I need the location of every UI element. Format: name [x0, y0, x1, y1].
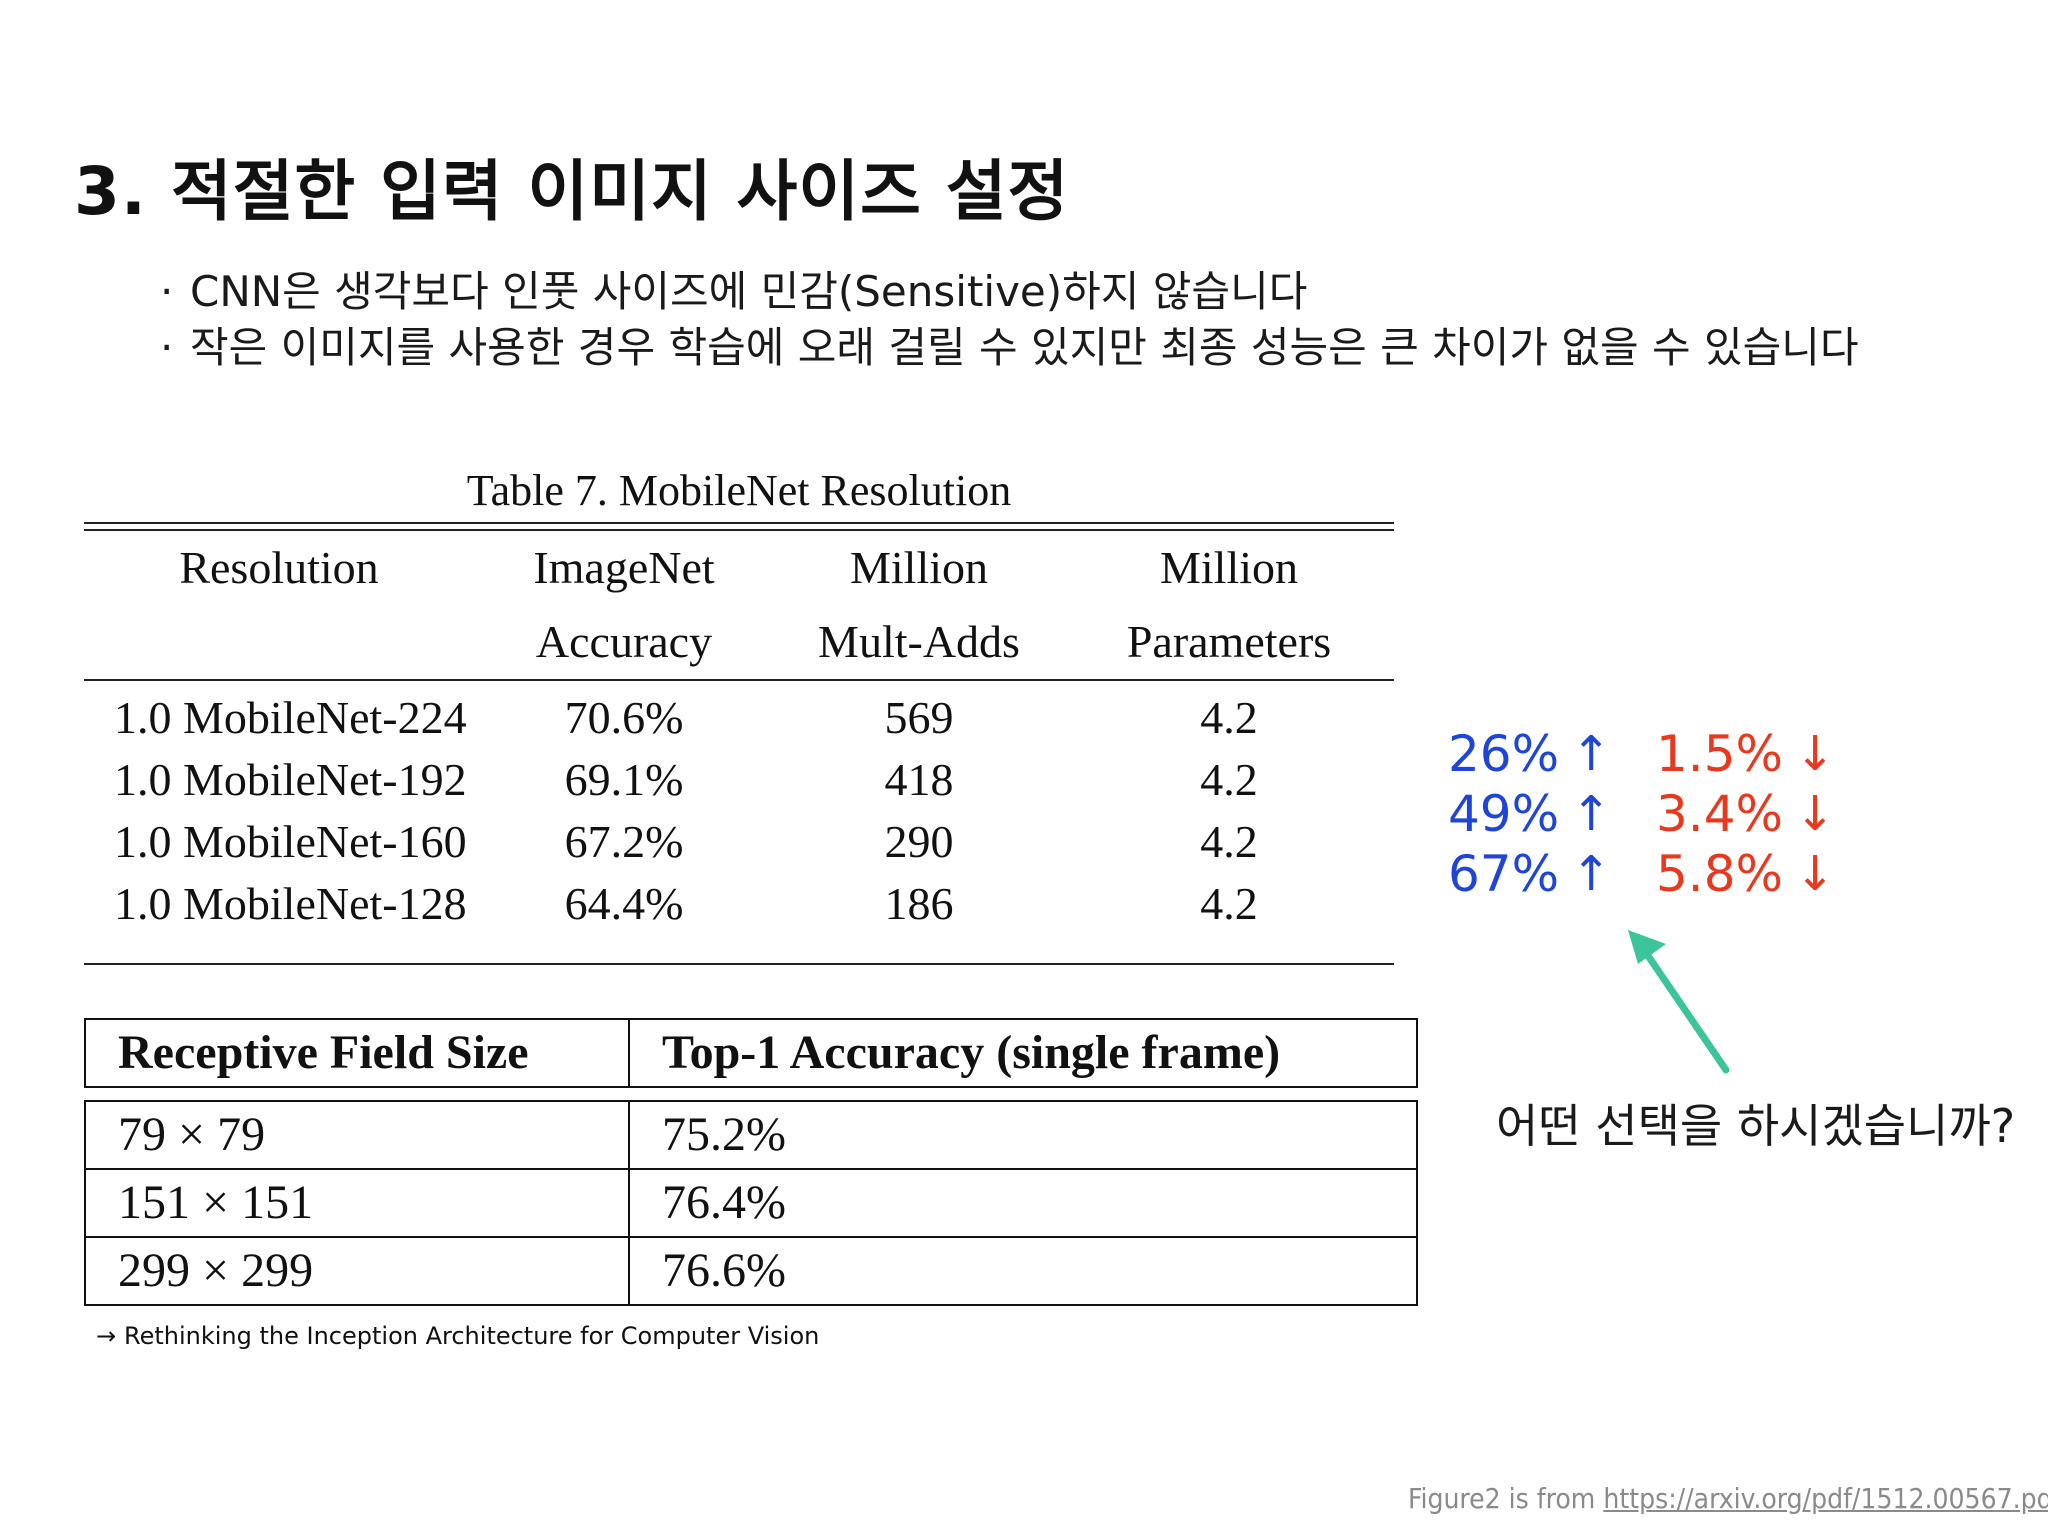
arrow-up-icon: ↑ — [1571, 846, 1612, 902]
right-arrow-icon: → — [96, 1322, 117, 1350]
table-cell: 1.0 MobileNet-160 — [114, 816, 467, 867]
stat-row: 49% ↑ 3.4% ↓ — [1448, 784, 1835, 844]
bullet-item: · CNN은 생각보다 인풋 사이즈에 민감(Sensitive)하지 않습니다 — [160, 264, 1859, 320]
table-cell: 67.2% — [564, 816, 684, 867]
table-cell: 64.4% — [474, 873, 774, 965]
mobilenet-table: Table 7. MobileNet Resolution Resolution… — [84, 464, 1394, 965]
slide-title: 3. 적절한 입력 이미지 사이즈 설정 — [74, 153, 1070, 230]
arrow-up-icon: ↑ — [1571, 726, 1612, 782]
column-header: Receptive Field Size — [86, 1020, 630, 1086]
accuracy-drop-stat: 1.5% ↓ — [1656, 725, 1836, 783]
column-header — [84, 605, 474, 681]
table-cell: 290 — [884, 816, 954, 867]
accuracy-drop-stat: 5.8% ↓ — [1656, 845, 1836, 903]
table-cell: 151 × 151 — [86, 1170, 630, 1236]
speedup-stat: 67% ↑ — [1448, 845, 1612, 903]
arrow-down-icon: ↓ — [1795, 726, 1836, 782]
column-header: Mult-Adds — [774, 605, 1064, 681]
table-cell: 1.0 MobileNet-128 — [84, 873, 474, 965]
table-top-rule — [84, 522, 1394, 531]
column-header: Million — [849, 542, 989, 593]
table-cell: 4.2 — [1200, 754, 1258, 805]
bullet-marker: · — [160, 323, 174, 372]
pointer-arrow-icon — [1628, 930, 1730, 1074]
table-cell: 4.2 — [1200, 692, 1258, 743]
column-header: Parameters — [1064, 605, 1394, 681]
speedup-stat: 26% ↑ — [1448, 725, 1612, 783]
table-row: 151 × 151 76.4% — [86, 1168, 1416, 1236]
column-header: Million — [1159, 542, 1299, 593]
inception-table: Receptive Field Size Top-1 Accuracy (sin… — [84, 1018, 1418, 1306]
table-row: 1.0 MobileNet-160 67.2% 290 4.2 — [84, 811, 1394, 873]
stat-row: 26% ↑ 1.5% ↓ — [1448, 724, 1835, 784]
speedup-stat: 49% ↑ — [1448, 785, 1612, 843]
column-header: Top-1 Accuracy (single frame) — [662, 1026, 1281, 1079]
change-stats: 26% ↑ 1.5% ↓ 49% ↑ 3.4% ↓ 67% ↑ 5.8% ↓ — [1448, 724, 1835, 904]
figure-credit: Figure2 is from https://arxiv.org/pdf/15… — [1408, 1482, 2048, 1515]
table-cell: 186 — [774, 873, 1064, 965]
table-cell: 76.6% — [662, 1244, 786, 1297]
table-row: 299 × 299 76.6% — [86, 1236, 1416, 1304]
source-note-text: Rethinking the Inception Architecture fo… — [124, 1322, 820, 1350]
arrow-down-icon: ↓ — [1795, 786, 1836, 842]
column-header: Accuracy — [474, 605, 774, 681]
table-cell: 79 × 79 — [86, 1102, 630, 1168]
accuracy-drop-stat: 3.4% ↓ — [1656, 785, 1836, 843]
arrow-down-icon: ↓ — [1795, 846, 1836, 902]
table-cell: 569 — [884, 692, 954, 743]
table-cell: 299 × 299 — [86, 1238, 630, 1304]
table-cell: 75.2% — [662, 1108, 786, 1161]
bullet-item: · 작은 이미지를 사용한 경우 학습에 오래 걸릴 수 있지만 최종 성능은 큰… — [160, 320, 1859, 376]
column-header: ImageNet — [533, 542, 715, 593]
column-header: Resolution — [179, 542, 379, 593]
table-cell: 76.4% — [662, 1176, 786, 1229]
table-cell: 418 — [884, 754, 954, 805]
bullet-text: 작은 이미지를 사용한 경우 학습에 오래 걸릴 수 있지만 최종 성능은 큰 … — [190, 323, 1859, 372]
credit-prefix: Figure2 is from — [1408, 1482, 1596, 1515]
stat-row: 67% ↑ 5.8% ↓ — [1448, 844, 1835, 904]
bullet-marker: · — [160, 267, 174, 316]
table-row: 79 × 79 75.2% — [86, 1102, 1416, 1168]
arrow-up-icon: ↑ — [1571, 786, 1612, 842]
table-cell: 4.2 — [1200, 816, 1258, 867]
bullet-list: · CNN은 생각보다 인풋 사이즈에 민감(Sensitive)하지 않습니다 … — [160, 264, 1859, 376]
table-cell: 4.2 — [1064, 873, 1394, 965]
table-row: 1.0 MobileNet-128 64.4% 186 4.2 — [84, 873, 1394, 965]
table-cell: 70.6% — [564, 692, 684, 743]
table-caption: Table 7. MobileNet Resolution — [466, 466, 1012, 515]
table-row: 1.0 MobileNet-192 69.1% 418 4.2 — [84, 749, 1394, 811]
table-cell: 1.0 MobileNet-224 — [114, 692, 467, 743]
question-text: 어떤 선택을 하시겠습니까? — [1496, 1099, 2016, 1153]
table-header-row: Receptive Field Size Top-1 Accuracy (sin… — [84, 1018, 1418, 1088]
table-row: 1.0 MobileNet-224 70.6% 569 4.2 — [84, 680, 1394, 749]
table-cell: 1.0 MobileNet-192 — [114, 754, 467, 805]
table-cell: 69.1% — [564, 754, 684, 805]
source-link[interactable]: https://arxiv.org/pdf/1512.00567.pdf — [1603, 1482, 2048, 1515]
bullet-text: CNN은 생각보다 인풋 사이즈에 민감(Sensitive)하지 않습니다 — [190, 267, 1308, 316]
source-note: → Rethinking the Inception Architecture f… — [96, 1322, 819, 1350]
